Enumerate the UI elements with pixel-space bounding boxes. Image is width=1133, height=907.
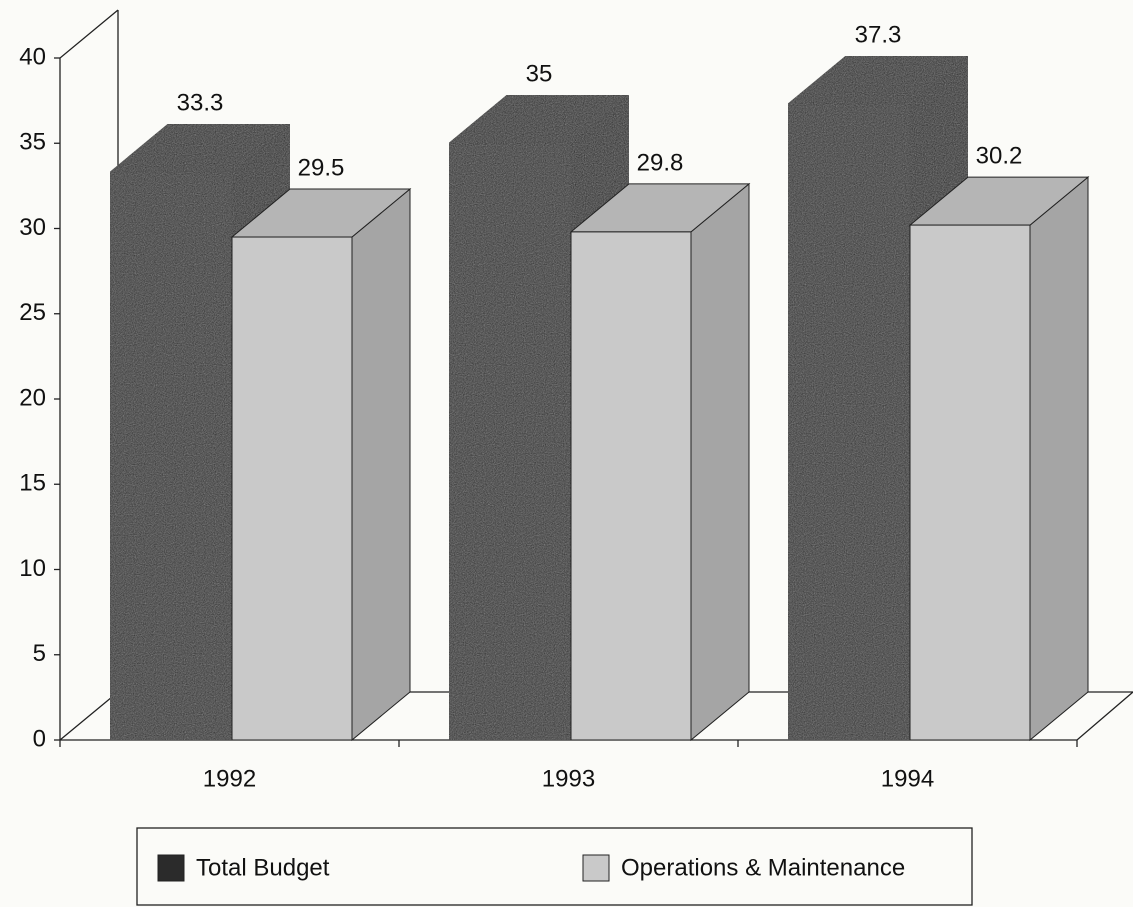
y-tick-label: 25 xyxy=(19,299,46,326)
data-label: 33.3 xyxy=(177,90,224,117)
data-label: 30.2 xyxy=(976,142,1023,169)
bar-side xyxy=(1029,176,1089,742)
bar xyxy=(570,231,692,741)
y-tick-label: 5 xyxy=(33,640,46,667)
y-tick-label: 0 xyxy=(33,725,46,752)
y-tick-label: 40 xyxy=(19,43,46,70)
bar-side xyxy=(351,187,411,742)
bar xyxy=(909,224,1031,741)
legend-swatch xyxy=(157,854,185,882)
bar xyxy=(231,236,353,741)
x-tick-label: 1992 xyxy=(203,765,256,792)
legend-label: Total Budget xyxy=(196,854,330,881)
data-label: 29.5 xyxy=(298,154,345,181)
y-tick-label: 15 xyxy=(19,470,46,497)
legend-box xyxy=(136,827,973,906)
y-tick-label: 30 xyxy=(19,214,46,241)
bar xyxy=(787,103,911,741)
bar-side xyxy=(690,182,750,742)
bar xyxy=(109,171,233,741)
y-tick-label: 35 xyxy=(19,129,46,156)
x-tick-label: 1993 xyxy=(542,765,595,792)
bar xyxy=(448,142,572,741)
legend-swatch xyxy=(582,854,610,882)
x-tick-label: 1994 xyxy=(881,765,934,792)
legend-label: Operations & Maintenance xyxy=(621,854,905,881)
data-label: 37.3 xyxy=(855,21,902,48)
y-axis xyxy=(59,9,119,740)
data-label: 35 xyxy=(526,61,553,88)
y-tick-label: 10 xyxy=(19,555,46,582)
y-tick-label: 20 xyxy=(19,384,46,411)
data-label: 29.8 xyxy=(637,149,684,176)
